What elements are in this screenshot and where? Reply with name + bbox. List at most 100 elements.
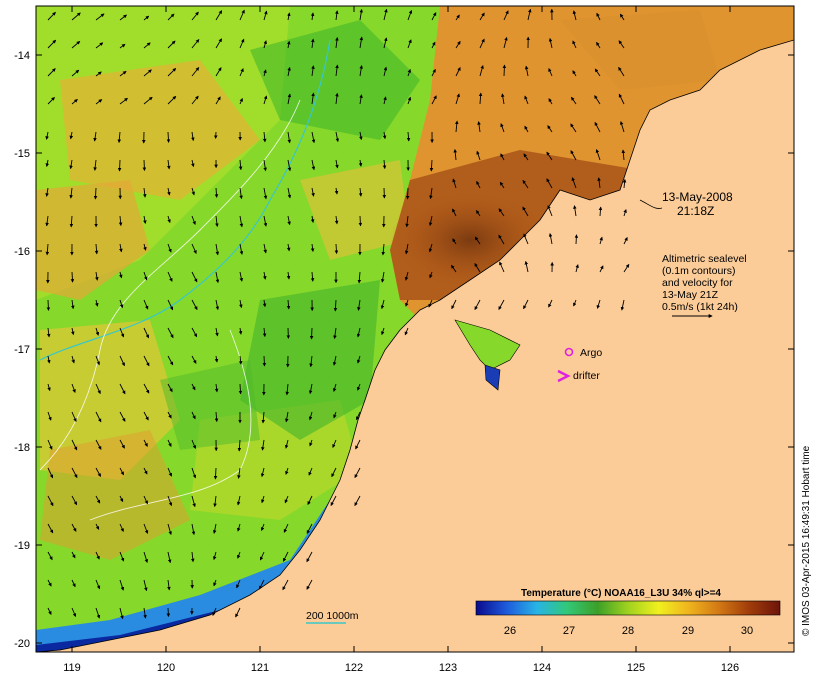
velocity-arrow	[215, 299, 220, 311]
velocity-arrow	[287, 93, 292, 105]
y-axis: -14 -15 -16 -17 -18 -19 -20	[14, 50, 794, 650]
velocity-arrow	[407, 96, 412, 105]
velocity-arrow	[571, 96, 577, 105]
altimetry-line-2: (0.1m contours)	[662, 265, 736, 277]
velocity-arrow	[620, 299, 625, 311]
velocity-arrow	[214, 383, 219, 393]
velocity-arrow	[167, 411, 172, 419]
velocity-arrow	[286, 40, 291, 49]
velocity-arrow	[93, 131, 97, 142]
velocity-arrow	[143, 551, 149, 563]
velocity-arrow	[47, 11, 56, 21]
velocity-arrow	[284, 439, 289, 449]
velocity-arrow	[239, 38, 245, 49]
drifter-marker-icon	[557, 369, 571, 383]
velocity-arrow	[71, 579, 76, 588]
velocity-arrow	[429, 159, 434, 172]
velocity-arrow	[95, 99, 103, 105]
velocity-arrow	[214, 187, 219, 198]
velocity-arrow	[623, 236, 628, 245]
velocity-arrow	[213, 579, 217, 587]
velocity-arrow	[548, 98, 553, 105]
velocity-arrow	[287, 12, 291, 21]
velocity-arrow	[167, 299, 174, 311]
colorbar: Temperature (°C) NOAA16_L3U 34% ql>=4 26…	[474, 588, 784, 640]
velocity-arrow	[595, 149, 601, 161]
legend-argo: Argo	[564, 347, 602, 359]
velocity-arrow	[431, 68, 436, 77]
velocity-arrow	[69, 215, 74, 228]
velocity-arrow	[166, 131, 171, 143]
velocity-arrow	[311, 159, 316, 171]
velocity-arrow	[215, 10, 223, 21]
velocity-arrow	[455, 93, 460, 105]
velocity-arrow	[311, 92, 315, 105]
velocity-arrow	[358, 215, 363, 227]
velocity-arrow	[431, 41, 436, 49]
velocity-arrow	[333, 411, 337, 419]
australia-landmass	[36, 39, 794, 652]
velocity-arrow	[191, 67, 200, 77]
velocity-arrow	[190, 551, 195, 563]
velocity-arrow	[119, 327, 125, 338]
velocity-arrow	[119, 97, 128, 105]
velocity-arrow	[357, 271, 362, 284]
colorbar-tick-label: 26	[504, 625, 516, 637]
velocity-arrow	[383, 8, 388, 21]
y-tick-label: -16	[14, 246, 30, 258]
velocity-arrow	[354, 495, 361, 507]
velocity-arrow	[212, 523, 217, 534]
velocity-arrow	[407, 39, 412, 49]
velocity-arrow	[143, 15, 150, 21]
velocity-arrow	[306, 523, 313, 534]
velocity-arrow	[191, 271, 198, 283]
x-tick-label: 121	[251, 662, 269, 674]
velocity-arrow	[191, 215, 196, 225]
velocity-arrow	[599, 265, 604, 273]
colorbar-title: Temperature (°C) NOAA16_L3U 34% ql>=4	[521, 588, 721, 599]
velocity-arrow	[119, 271, 123, 279]
velocity-arrow	[239, 299, 243, 309]
velocity-arrow	[573, 205, 577, 217]
velocity-arrow	[47, 355, 51, 364]
velocity-arrow	[335, 64, 339, 77]
velocity-arrow	[308, 467, 313, 476]
velocity-arrow	[117, 131, 122, 144]
velocity-arrow	[428, 299, 433, 308]
velocity-arrow	[93, 159, 97, 171]
velocity-arrow	[239, 187, 243, 200]
velocity-arrow	[119, 70, 127, 77]
sealevel-contour	[39, 99, 301, 471]
velocity-arrow	[524, 65, 529, 77]
velocity-arrow	[354, 467, 361, 479]
velocity-arrow	[191, 355, 197, 364]
colorbar-tick-label: 30	[741, 625, 753, 637]
velocity-arrow	[383, 96, 387, 105]
legend-drifter: drifter	[557, 369, 600, 383]
velocity-arrow	[474, 262, 481, 273]
velocity-arrow	[429, 271, 433, 279]
velocity-arrow	[282, 551, 289, 562]
y-tick-label: -17	[14, 344, 30, 356]
velocity-arrow	[619, 13, 625, 21]
velocity-arrow	[380, 271, 385, 283]
velocity-arrow	[404, 327, 409, 336]
velocity-arrow	[47, 523, 54, 534]
velocity-arrow	[599, 236, 603, 245]
velocity-arrow	[572, 10, 577, 21]
velocity-arrow	[95, 439, 102, 450]
velocity-arrow	[239, 9, 245, 21]
y-tick-label: -14	[14, 50, 30, 62]
velocity-arrow	[478, 92, 483, 105]
velocity-arrow	[382, 159, 387, 170]
velocity-arrow	[95, 551, 100, 560]
velocity-arrow	[215, 271, 220, 284]
altimetry-line-5: 0.5m/s (1kt 24h)	[662, 301, 738, 313]
velocity-arrow	[191, 159, 195, 168]
velocity-arrow	[479, 38, 485, 49]
velocity-arrow	[574, 234, 579, 245]
velocity-arrow	[524, 125, 529, 133]
velocity-arrow	[238, 159, 243, 171]
velocity-arrow	[356, 327, 361, 338]
